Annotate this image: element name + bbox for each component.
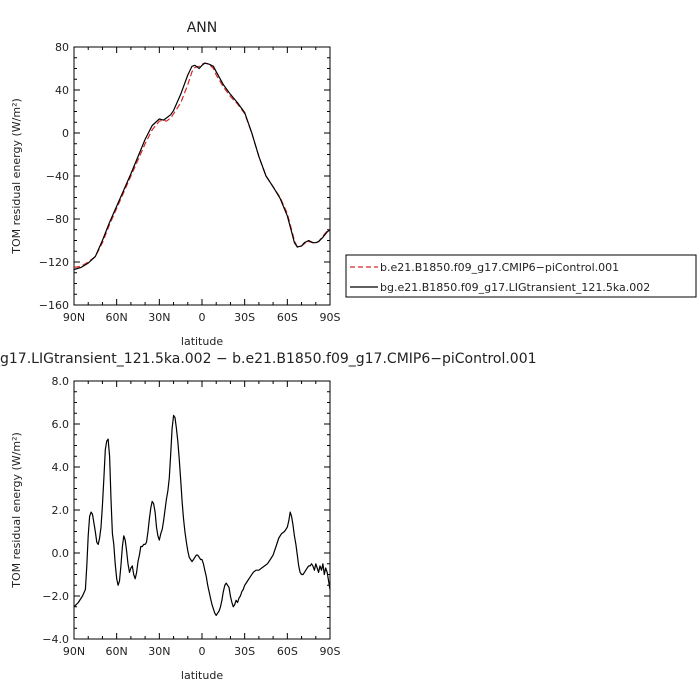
y-tick-label: −40 <box>46 170 69 183</box>
y-tick-label: −160 <box>39 299 69 312</box>
x-tick-label: 30S <box>234 311 255 324</box>
y-tick-label: 8.0 <box>52 375 70 388</box>
annual-series-line-0 <box>73 62 331 268</box>
x-tick-label: 90N <box>63 311 85 324</box>
annual-chart-frame <box>73 46 331 306</box>
y-tick-label: 80 <box>55 41 69 54</box>
legend-label-picontrol: b.e21.B1850.f09_g17.CMIP6−piControl.001 <box>380 261 619 274</box>
difference-chart-title: bg.e21.B1850.f09_g17.LIGtransient_121.5k… <box>0 351 537 367</box>
y-tick-label: −4.0 <box>42 633 69 646</box>
difference-chart-xlabel: latitude <box>181 669 223 682</box>
y-tick-label: 6.0 <box>52 418 70 431</box>
difference-chart-ylabel: TOM residual energy (W/m²) <box>10 432 23 589</box>
y-tick-label: 4.0 <box>52 461 70 474</box>
annual-chart-title: ANN <box>187 20 218 36</box>
difference-chart: bg.e21.B1850.f09_g17.LIGtransient_121.5k… <box>0 351 537 682</box>
x-tick-label: 30N <box>148 645 170 658</box>
x-tick-label: 60S <box>277 311 298 324</box>
annual-chart: ANN −160 −120 −80 −40 0 40 80 90N 60N 30N 0 30S 60S… <box>10 20 697 348</box>
y-tick-label: 40 <box>55 84 69 97</box>
difference-series-line-0 <box>73 414 331 617</box>
x-tick-label: 90S <box>320 311 341 324</box>
annual-chart-xlabel: latitude <box>181 335 223 348</box>
y-tick-label: −2.0 <box>42 590 69 603</box>
x-tick-label: 90N <box>63 645 85 658</box>
x-tick-label: 30S <box>234 645 255 658</box>
legend-label-ligtransient: bg.e21.B1850.f09_g17.LIGtransient_121.5k… <box>380 281 650 294</box>
y-tick-label: −120 <box>39 256 69 269</box>
annual-chart-ylabel: TOM residual energy (W/m²) <box>10 98 23 255</box>
annual-chart-legend: b.e21.B1850.f09_g17.CMIP6−piControl.001 … <box>345 254 697 298</box>
difference-chart-frame <box>73 380 331 640</box>
x-tick-label: 60S <box>277 645 298 658</box>
x-tick-label: 60N <box>106 311 128 324</box>
x-tick-label: 60N <box>106 645 128 658</box>
x-tick-label: 0 <box>199 645 206 658</box>
x-tick-label: 90S <box>320 645 341 658</box>
y-tick-label: 2.0 <box>52 504 70 517</box>
y-tick-label: 0 <box>62 127 69 140</box>
x-tick-label: 0 <box>199 311 206 324</box>
y-tick-label: −80 <box>46 213 69 226</box>
annual-series-line-1 <box>73 62 331 271</box>
x-tick-label: 30N <box>148 311 170 324</box>
y-tick-label: 0.0 <box>52 547 70 560</box>
legend-box <box>345 254 697 298</box>
